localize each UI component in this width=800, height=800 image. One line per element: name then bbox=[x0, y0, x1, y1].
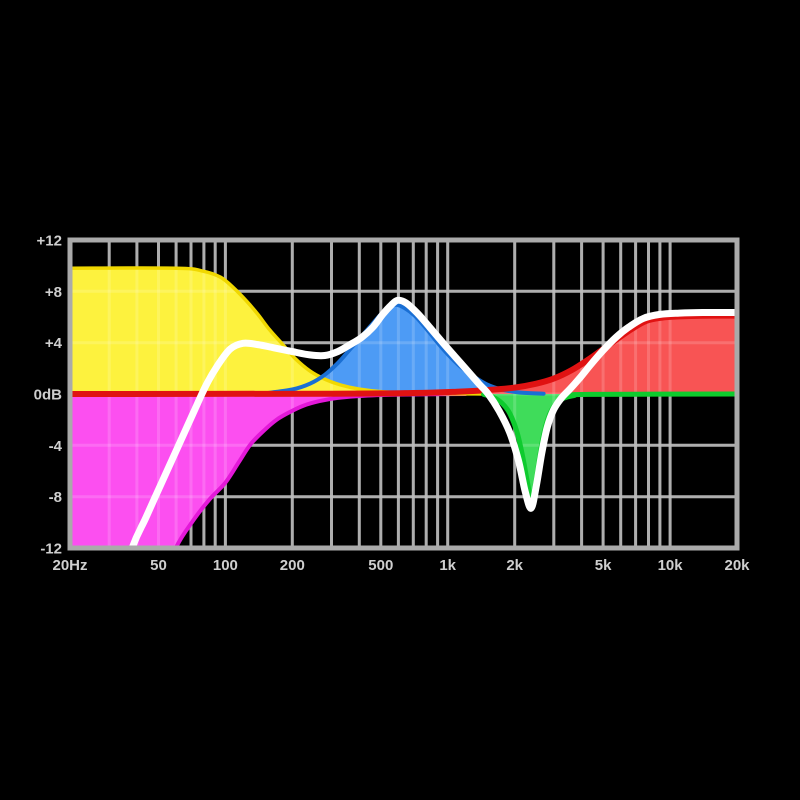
highpass-band-curve bbox=[173, 392, 468, 548]
low-shelf-band-curve bbox=[70, 266, 489, 396]
highpass-band-fill bbox=[70, 394, 466, 548]
x-tick-label: 500 bbox=[368, 557, 393, 574]
x-tick-label: 5k bbox=[595, 557, 612, 574]
x-tick-label: 50 bbox=[150, 557, 167, 574]
x-tick-label: 200 bbox=[280, 557, 305, 574]
grid-overlay-layer bbox=[70, 240, 737, 548]
combined-response-curve bbox=[128, 296, 737, 548]
low-shelf-band-fill bbox=[70, 268, 487, 394]
y-tick-label: -12 bbox=[40, 541, 62, 558]
y-tick-label: 0dB bbox=[34, 387, 63, 404]
x-tick-label: 20Hz bbox=[52, 557, 87, 574]
x-tick-label: 20k bbox=[724, 557, 750, 574]
y-tick-label: +12 bbox=[37, 233, 62, 250]
y-tick-label: +8 bbox=[45, 284, 62, 301]
x-tick-label: 2k bbox=[506, 557, 523, 574]
y-tick-label: -8 bbox=[49, 489, 62, 506]
x-tick-label: 100 bbox=[213, 557, 238, 574]
bell-band-fill bbox=[264, 304, 544, 394]
plot-frame bbox=[67, 237, 740, 551]
x-tick-label: 10k bbox=[658, 557, 684, 574]
high-shelf-band-fill bbox=[70, 315, 737, 394]
y-tick-label: -4 bbox=[49, 438, 63, 455]
x-tick-label: 1k bbox=[439, 557, 456, 574]
y-tick-label: +4 bbox=[45, 335, 63, 352]
